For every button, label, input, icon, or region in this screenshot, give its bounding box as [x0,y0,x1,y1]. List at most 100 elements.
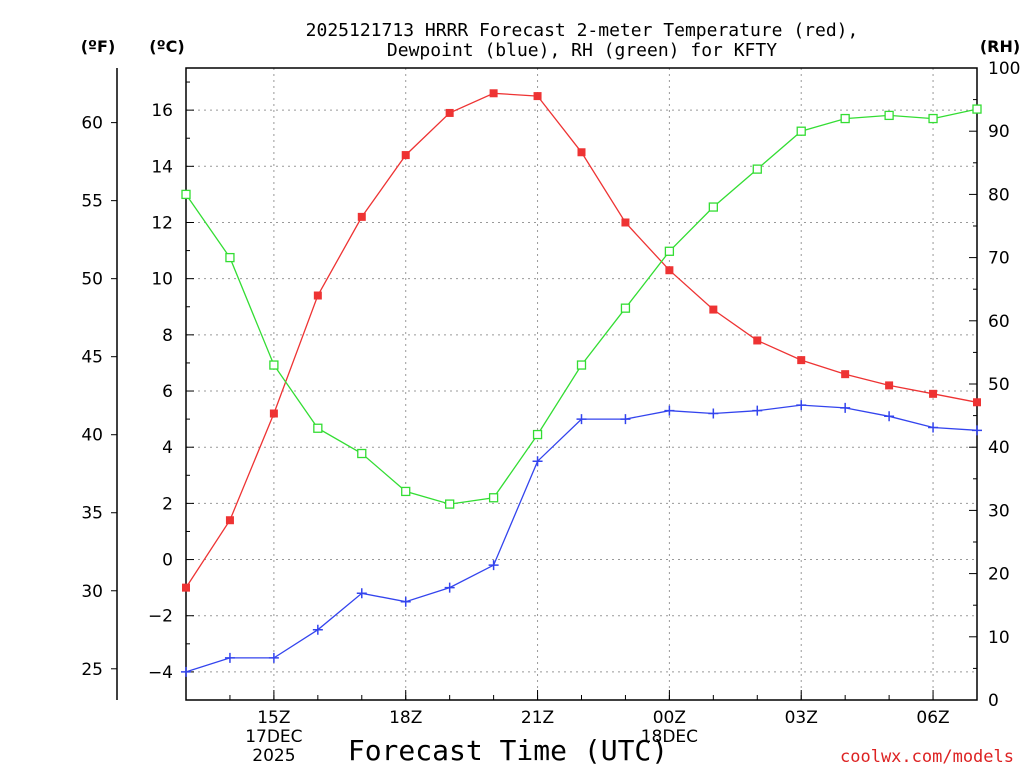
rh-tick-label: 40 [988,438,1010,458]
dewpoint-point [972,425,982,436]
dewpoint-point [752,405,763,416]
temperature-point [973,398,981,407]
dewpoint-point [532,456,543,467]
chart-title-line2: Dewpoint (blue), RH (green) for KFTY [387,40,777,61]
fahrenheit-tick-label: 55 [81,192,103,212]
rh-tick-label: 30 [988,501,1010,521]
rh-tick-label: 10 [988,628,1010,648]
celsius-tick-label: −4 [148,663,173,683]
fahrenheit-tick-label: 50 [81,270,103,290]
celsius-tick-label: −2 [148,607,173,627]
dewpoint-point [356,588,367,599]
celsius-tick-label: 14 [151,157,173,177]
rh-point [840,113,850,124]
x-tick-label: 21Z [521,708,554,728]
chart-title-line1: 2025121713 HRRR Forecast 2-meter Tempera… [306,20,859,41]
fahrenheit-tick-label: 45 [81,348,103,368]
temperature-point [401,151,410,160]
rh-point [401,486,411,497]
temperature-point [577,148,586,157]
temperature-point [709,305,718,314]
dewpoint-point [620,414,631,425]
rh-tick-label: 0 [988,691,999,711]
temperature-point [182,583,190,592]
celsius-unit-label: (ºC) [149,37,184,56]
axis-ticks: −4 −2 0 2 4 6 8 10 12 14 16 25 30 35 40 45 50 55 60 0 10 20 30… [81,59,1020,766]
temperature-point [621,218,630,227]
fahrenheit-tick-label: 35 [81,504,103,524]
celsius-tick-label: 8 [162,326,173,346]
rh-tick-label: 60 [988,312,1010,332]
temperature-point [665,266,674,275]
dewpoint-point [224,652,235,663]
dewpoint-point [268,652,279,663]
x-tick-label: 18Z [389,708,422,728]
rh-point [488,493,499,503]
celsius-tick-label: 16 [151,101,173,121]
dewpoint-point [400,596,411,607]
dewpoint-point [664,405,675,416]
fahrenheit-tick-label: 60 [81,114,103,134]
rh-tick-label: 70 [988,249,1010,269]
temperature-point [929,389,938,398]
x-tick-label: 00Z [653,708,686,728]
celsius-tick-label: 4 [162,438,173,458]
rh-unit-label: (RH) [980,37,1020,56]
temperature-point [533,92,542,101]
rh-point [269,360,279,370]
rh-point [532,429,543,440]
dewpoint-point [312,624,323,635]
rh-tick-label: 50 [988,375,1010,395]
rh-point [313,423,323,433]
rh-point [928,113,938,124]
rh-point [972,104,982,114]
temperature-point [357,212,366,221]
rh-tick-label: 90 [988,122,1010,142]
temperature-point [753,336,762,345]
temperature-point [225,516,234,525]
dewpoint-point [444,582,455,593]
x-tick-label: 06Z [916,708,949,728]
temperature-point [797,356,806,365]
temperature-point [313,291,322,300]
rh-tick-label: 80 [988,185,1010,205]
rh-point [708,202,718,212]
celsius-tick-label: 12 [151,213,173,233]
dewpoint-point [928,422,939,433]
x-tick-label: 03Z [785,708,818,728]
temperature-point [489,89,498,98]
dewpoint-point [840,402,851,413]
rh-point [445,499,455,509]
temperature-point [841,370,850,379]
temperature-point [885,381,894,390]
celsius-tick-label: 2 [162,494,173,514]
x-tick-date-label: 17DEC [245,727,302,747]
dewpoint-point [796,400,807,411]
rh-point [225,252,235,263]
dewpoint-point [181,666,191,677]
dewpoint-point [488,560,499,571]
rh-point [664,246,675,256]
temperature-point [445,108,454,117]
fahrenheit-tick-label: 25 [81,660,103,680]
dewpoint-point [576,414,587,425]
data-series [181,89,982,677]
celsius-tick-label: 0 [162,551,173,571]
x-axis-title: Forecast Time (UTC) [348,734,668,767]
dewpoint-point [708,408,719,419]
rh-point [884,110,894,121]
temperature-point [269,409,278,418]
celsius-tick-label: 10 [151,270,173,290]
rh-point [796,126,806,136]
rh-point [752,164,762,174]
rh-point [357,448,367,459]
rh-point [576,360,587,370]
rh-tick-label: 20 [988,565,1010,585]
fahrenheit-unit-label: (ºF) [81,37,116,56]
x-tick-year-label: 2025 [252,746,295,766]
x-tick-date-label: 18DEC [641,727,698,747]
rh-point [181,189,191,200]
rh-tick-label: 100 [988,59,1020,79]
